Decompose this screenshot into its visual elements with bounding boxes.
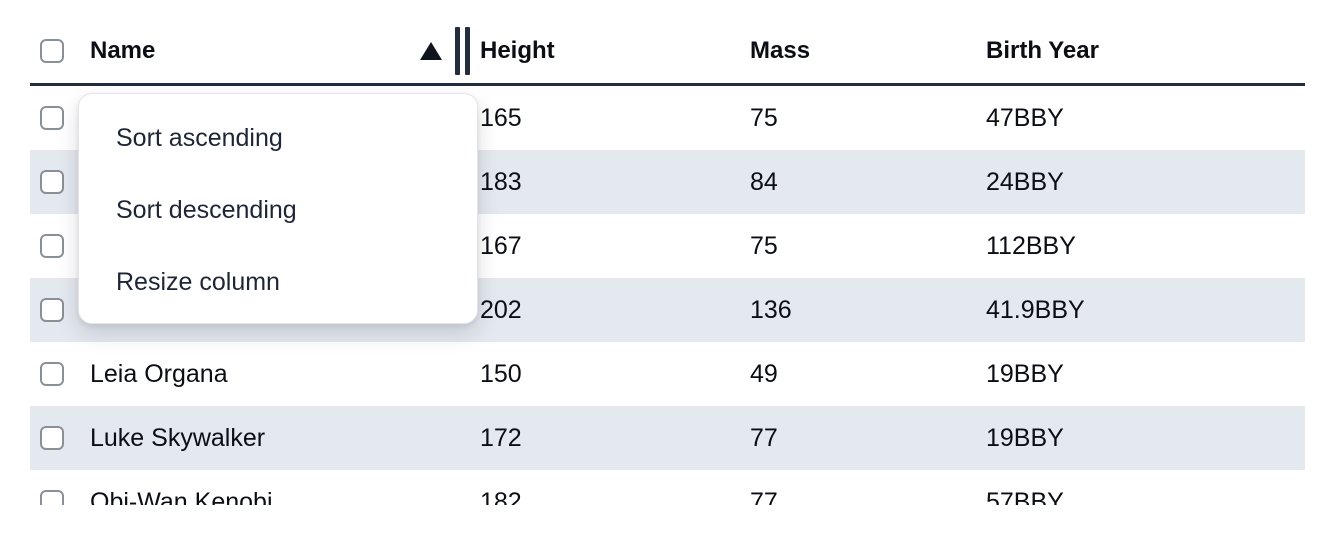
- table-body: 165 75 47BBY 183 84 24BBY 167 75 112BBY …: [30, 86, 1305, 505]
- cell-birth-year: 41.9BBY: [986, 295, 1085, 324]
- cell-height: 165: [480, 103, 522, 132]
- table-row: 167 75 112BBY: [30, 214, 1305, 278]
- row-checkbox[interactable]: [40, 106, 64, 130]
- cell-height: 182: [480, 487, 522, 506]
- row-checkbox-cell: [30, 86, 90, 150]
- column-header-birth-year[interactable]: Birth Year: [986, 37, 1099, 64]
- select-all-checkbox[interactable]: [40, 39, 64, 63]
- header-checkbox-cell: [30, 19, 90, 83]
- table-row: Luke Skywalker 172 77 19BBY: [30, 406, 1305, 470]
- column-context-menu: Sort ascending Sort descending Resize co…: [78, 93, 478, 324]
- cell-name: Leia Organa: [90, 359, 228, 388]
- column-header-height[interactable]: Height: [480, 37, 555, 64]
- row-checkbox[interactable]: [40, 490, 64, 505]
- row-checkbox-cell: [30, 470, 90, 505]
- cell-birth-year: 112BBY: [986, 231, 1076, 260]
- cell-birth-year: 19BBY: [986, 359, 1064, 388]
- cell-height: 202: [480, 295, 522, 324]
- row-checkbox[interactable]: [40, 234, 64, 258]
- menu-item-sort-descending[interactable]: Sort descending: [116, 195, 297, 224]
- row-checkbox[interactable]: [40, 298, 64, 322]
- sort-ascending-icon: [420, 42, 442, 60]
- menu-item-resize-column[interactable]: Resize column: [116, 267, 280, 296]
- cell-name: Obi-Wan Kenobi: [90, 487, 273, 506]
- cell-birth-year: 57BBY: [986, 487, 1064, 506]
- row-checkbox-cell: [30, 214, 90, 278]
- cell-mass: 75: [750, 231, 778, 260]
- row-checkbox[interactable]: [40, 170, 64, 194]
- cell-name: Luke Skywalker: [90, 423, 266, 452]
- cell-mass: 77: [750, 423, 778, 452]
- cell-mass: 49: [750, 359, 778, 388]
- row-checkbox-cell: [30, 150, 90, 214]
- table-row: Leia Organa 150 49 19BBY: [30, 342, 1305, 406]
- table-header-row: Name Height Mass Birth Year: [30, 19, 1305, 86]
- column-resize-handle-icon[interactable]: [455, 27, 470, 75]
- resize-bar: [465, 27, 470, 75]
- cell-height: 167: [480, 231, 522, 260]
- cell-birth-year: 19BBY: [986, 423, 1064, 452]
- column-header-mass[interactable]: Mass: [750, 37, 811, 64]
- table-row: 165 75 47BBY: [30, 86, 1305, 150]
- cell-birth-year: 47BBY: [986, 103, 1064, 132]
- table-row: Obi-Wan Kenobi 182 77 57BBY: [30, 470, 1305, 505]
- cell-mass: 77: [750, 487, 778, 506]
- cell-mass: 136: [750, 295, 792, 324]
- column-header-name-label: Name: [90, 37, 156, 64]
- resize-bar: [455, 27, 460, 75]
- row-checkbox-cell: [30, 406, 90, 470]
- row-checkbox-cell: [30, 342, 90, 406]
- cell-height: 172: [480, 423, 522, 452]
- cell-height: 150: [480, 359, 522, 388]
- cell-mass: 84: [750, 167, 778, 196]
- row-checkbox[interactable]: [40, 362, 64, 386]
- column-header-name[interactable]: Name: [90, 19, 480, 83]
- row-checkbox-cell: [30, 278, 90, 342]
- row-checkbox[interactable]: [40, 426, 64, 450]
- menu-item-sort-ascending[interactable]: Sort ascending: [116, 123, 283, 152]
- cell-birth-year: 24BBY: [986, 167, 1064, 196]
- cell-mass: 75: [750, 103, 778, 132]
- cell-height: 183: [480, 167, 522, 196]
